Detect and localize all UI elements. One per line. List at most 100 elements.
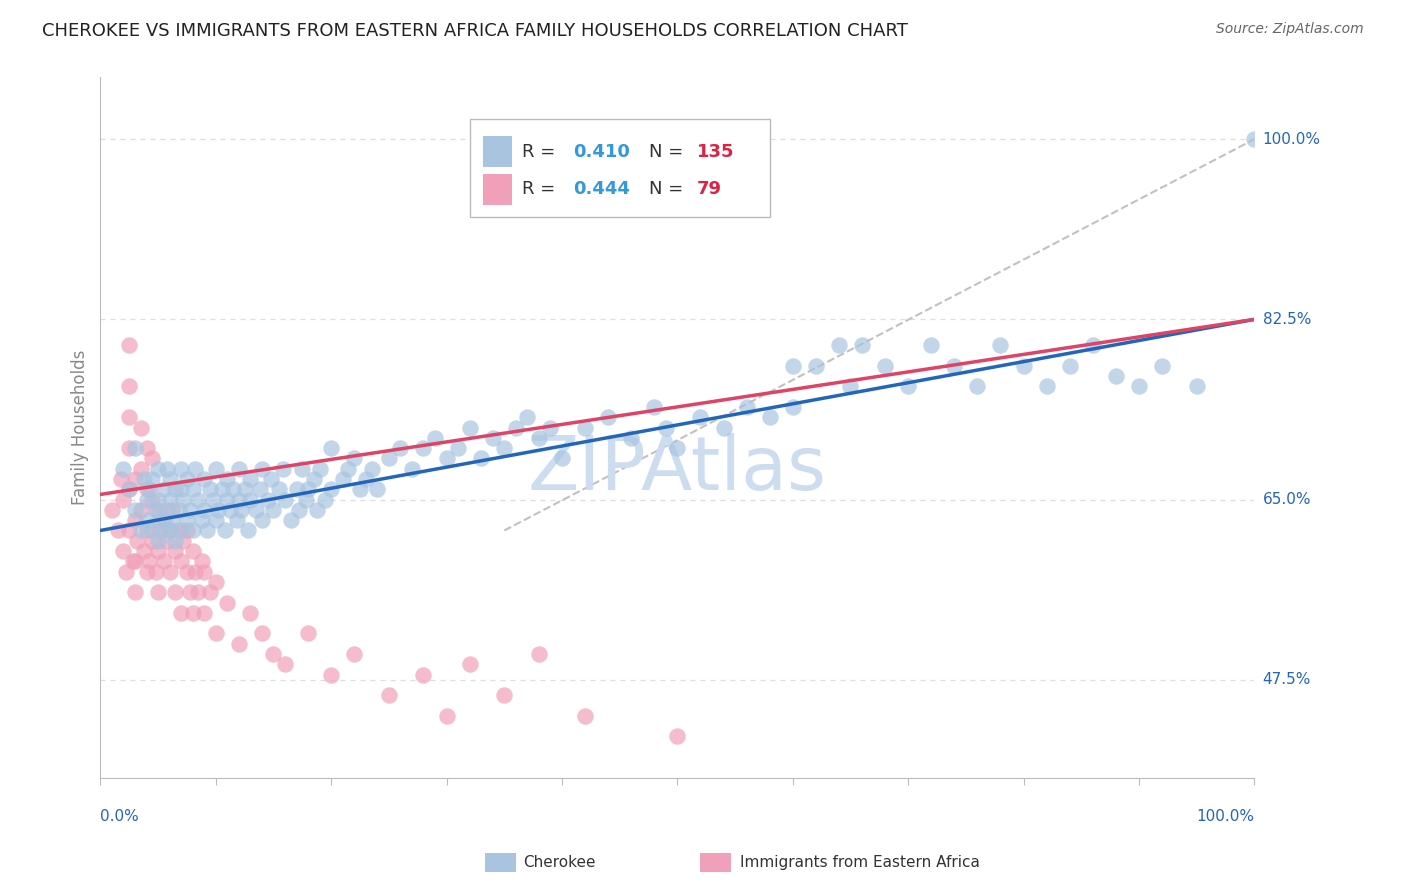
Text: 0.410: 0.410 bbox=[574, 143, 630, 161]
Point bbox=[170, 461, 193, 475]
Point bbox=[141, 533, 163, 548]
Point bbox=[167, 524, 190, 538]
Point bbox=[412, 441, 434, 455]
Point bbox=[176, 524, 198, 538]
Point bbox=[343, 647, 366, 661]
Point bbox=[1035, 379, 1057, 393]
Point bbox=[239, 606, 262, 620]
Point bbox=[112, 461, 135, 475]
Point bbox=[1105, 369, 1128, 384]
Point bbox=[262, 503, 284, 517]
Point bbox=[274, 657, 297, 672]
Point bbox=[494, 688, 516, 702]
Point bbox=[222, 483, 245, 497]
Point bbox=[204, 513, 226, 527]
Point bbox=[165, 533, 187, 548]
Text: N =: N = bbox=[648, 143, 683, 161]
Point bbox=[458, 420, 481, 434]
Point bbox=[195, 524, 218, 538]
Point bbox=[943, 359, 966, 373]
Point bbox=[124, 441, 146, 455]
Point bbox=[1012, 359, 1035, 373]
Point bbox=[187, 492, 209, 507]
Point bbox=[228, 637, 250, 651]
Text: 135: 135 bbox=[697, 143, 734, 161]
Point bbox=[184, 461, 207, 475]
Point bbox=[121, 554, 143, 568]
Point bbox=[574, 708, 596, 723]
Point bbox=[167, 503, 190, 517]
Point bbox=[643, 400, 665, 414]
Point bbox=[159, 472, 181, 486]
Point bbox=[181, 483, 204, 497]
Point bbox=[153, 513, 176, 527]
Text: R =: R = bbox=[522, 180, 561, 198]
Point bbox=[153, 483, 176, 497]
Point bbox=[516, 410, 538, 425]
Point bbox=[239, 492, 262, 507]
Point bbox=[343, 451, 366, 466]
Point bbox=[138, 483, 160, 497]
Point bbox=[118, 483, 141, 497]
Point bbox=[156, 461, 179, 475]
Point bbox=[129, 503, 152, 517]
Point bbox=[204, 574, 226, 589]
Point bbox=[134, 472, 156, 486]
Point bbox=[127, 533, 149, 548]
Point bbox=[1150, 359, 1173, 373]
Point bbox=[159, 565, 181, 579]
Text: 0.0%: 0.0% bbox=[100, 809, 139, 824]
Point bbox=[225, 513, 247, 527]
Point bbox=[271, 461, 294, 475]
Bar bbox=[484, 136, 512, 167]
Point bbox=[179, 503, 201, 517]
Point bbox=[897, 379, 920, 393]
Point bbox=[112, 492, 135, 507]
Point bbox=[217, 492, 239, 507]
Point bbox=[124, 585, 146, 599]
Point bbox=[804, 359, 827, 373]
Text: CHEROKEE VS IMMIGRANTS FROM EASTERN AFRICA FAMILY HOUSEHOLDS CORRELATION CHART: CHEROKEE VS IMMIGRANTS FROM EASTERN AFRI… bbox=[42, 22, 908, 40]
Point bbox=[198, 585, 221, 599]
Text: 47.5%: 47.5% bbox=[1263, 673, 1310, 687]
Point bbox=[307, 503, 329, 517]
Point bbox=[401, 461, 423, 475]
Point bbox=[129, 420, 152, 434]
Point bbox=[138, 554, 160, 568]
Point bbox=[204, 626, 226, 640]
Point bbox=[202, 492, 225, 507]
Bar bbox=[484, 174, 512, 205]
Point bbox=[141, 472, 163, 486]
Point bbox=[193, 472, 215, 486]
Point bbox=[666, 730, 689, 744]
Point bbox=[239, 472, 262, 486]
Point bbox=[332, 472, 354, 486]
Point bbox=[176, 513, 198, 527]
Point bbox=[360, 461, 382, 475]
Text: Immigrants from Eastern Africa: Immigrants from Eastern Africa bbox=[740, 855, 980, 870]
Point bbox=[124, 513, 146, 527]
Text: 65.0%: 65.0% bbox=[1263, 492, 1312, 507]
Point bbox=[124, 554, 146, 568]
Point bbox=[165, 544, 187, 558]
Point bbox=[135, 492, 157, 507]
Point bbox=[172, 533, 194, 548]
Point bbox=[378, 451, 401, 466]
Point bbox=[713, 420, 735, 434]
Point bbox=[321, 441, 343, 455]
Point bbox=[288, 503, 311, 517]
Point bbox=[494, 441, 516, 455]
Point bbox=[146, 544, 169, 558]
Point bbox=[1128, 379, 1150, 393]
Point bbox=[191, 554, 214, 568]
Point bbox=[211, 483, 233, 497]
Point bbox=[412, 667, 434, 681]
Point bbox=[191, 513, 214, 527]
Point bbox=[170, 554, 193, 568]
Point bbox=[176, 565, 198, 579]
Point bbox=[159, 524, 181, 538]
Point bbox=[297, 483, 319, 497]
Point bbox=[236, 524, 259, 538]
Point bbox=[124, 503, 146, 517]
Point bbox=[349, 483, 371, 497]
